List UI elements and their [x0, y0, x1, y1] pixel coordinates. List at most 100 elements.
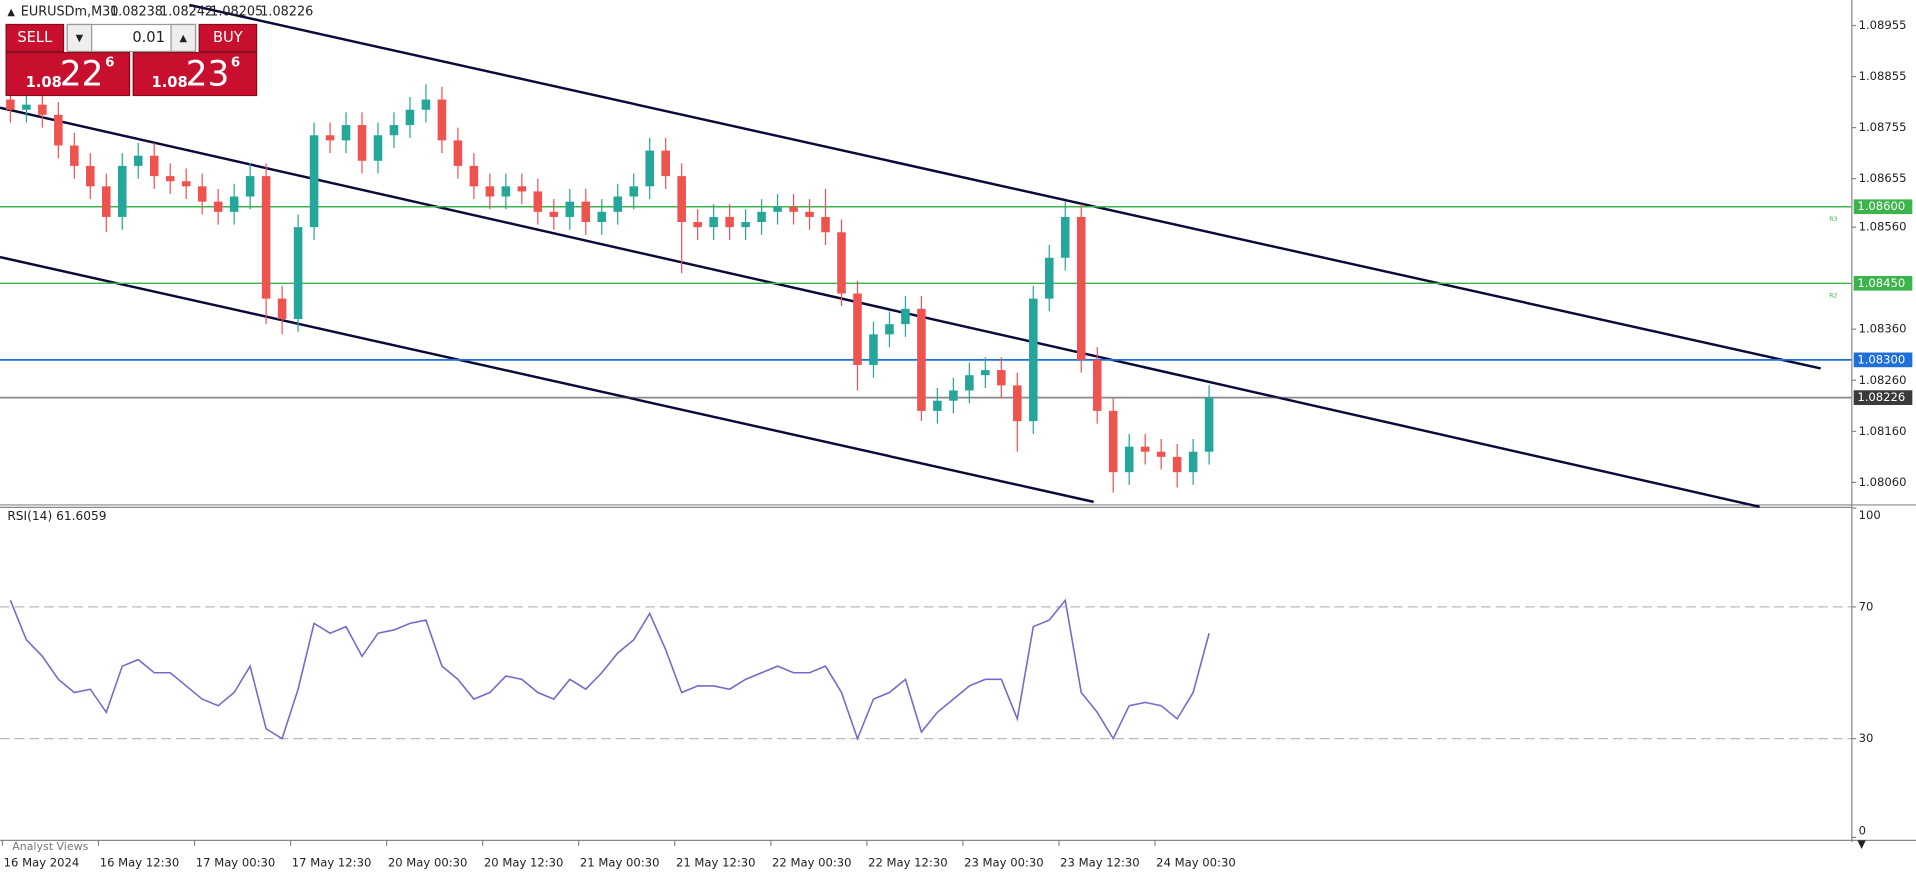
candle-body	[741, 222, 750, 228]
candle-body	[389, 125, 399, 136]
candle-body	[1029, 298, 1038, 422]
candle-body	[981, 370, 990, 376]
candle-body	[1092, 359, 1102, 411]
candle-body	[725, 216, 734, 228]
lot-increase[interactable]	[170, 23, 197, 53]
candle-body	[469, 165, 479, 187]
y-tick-label: 1.08360	[1859, 322, 1907, 336]
candle-body	[517, 186, 527, 192]
candle-body	[22, 104, 31, 110]
candle-body	[597, 211, 607, 223]
analyst-views[interactable]: Analyst Views	[12, 840, 88, 853]
level-tag: R3	[1829, 216, 1837, 223]
candle-body	[1124, 446, 1134, 473]
x-tick-label: 16 May 12:30	[100, 855, 180, 869]
candle-body	[341, 125, 351, 141]
candle-body	[773, 206, 782, 212]
buy-button[interactable]	[198, 23, 258, 53]
candle-body	[1188, 451, 1198, 473]
candle-body	[917, 308, 926, 411]
x-tick-label: 23 May 00:30	[964, 855, 1044, 869]
x-tick-label: 22 May 12:30	[868, 855, 948, 869]
scroll-arrow[interactable]: ▼	[1857, 838, 1866, 851]
channel-line	[0, 255, 1094, 504]
level-label: 1.08600	[1857, 199, 1905, 213]
y-tick-label: 0	[1859, 824, 1866, 838]
candle-body	[805, 211, 814, 217]
candle-body	[1172, 456, 1182, 473]
y-tick-label: 1.08560	[1859, 220, 1907, 234]
ask-box[interactable]	[132, 52, 258, 97]
x-tick-label: 20 May 00:30	[388, 855, 468, 869]
sell-label[interactable]: SELL	[17, 29, 53, 46]
rsi-line	[9, 598, 1210, 741]
candle-body	[757, 211, 766, 223]
candle-body	[933, 400, 942, 411]
candle-body	[1045, 257, 1054, 299]
bid-prefix: 1.08	[26, 74, 62, 91]
x-tick-label: 22 May 00:30	[772, 855, 852, 869]
x-tick-label: 16 May 2024	[4, 855, 80, 869]
candle-body	[70, 145, 79, 166]
x-tick-label: 20 May 12:30	[484, 855, 564, 869]
candle-body	[133, 155, 143, 166]
channel-line	[0, 106, 1760, 508]
level-label-box	[1853, 275, 1913, 291]
candle-body	[181, 181, 191, 187]
candle-body	[677, 176, 686, 223]
candle-body	[373, 135, 383, 161]
bid-big: 22	[60, 54, 104, 94]
candle-body	[54, 114, 63, 146]
candle-body	[213, 201, 223, 212]
y-tick-label: 100	[1859, 508, 1881, 522]
collapse-arrow[interactable]: ▲	[7, 7, 15, 18]
candle-body	[309, 135, 319, 228]
candle-body	[117, 165, 127, 217]
candle-body	[1076, 216, 1086, 360]
candle-body	[565, 201, 575, 217]
candle-body	[1140, 446, 1150, 452]
bid-box[interactable]	[5, 52, 131, 97]
candle-body	[453, 140, 463, 166]
lot-decrease[interactable]	[66, 23, 93, 53]
y-tick-label: 1.08160	[1859, 424, 1907, 438]
candle-body	[485, 186, 495, 197]
candle-body	[165, 176, 175, 182]
candle-body	[102, 186, 111, 217]
candle-body	[1060, 216, 1070, 258]
candle-body	[197, 186, 207, 202]
level-label-box	[1853, 199, 1913, 215]
candle-body	[901, 308, 910, 325]
trade-panel: SELL ▼ ▲ 0.01 BUY 1.08 22 6 1.08 23 6	[5, 23, 258, 97]
y-tick-label: 70	[1859, 599, 1874, 613]
ohlc-high: 1.08242	[160, 5, 213, 20]
lot-increase-icon[interactable]: ▲	[180, 33, 188, 44]
candle-body	[229, 196, 239, 212]
x-tick-label: 24 May 00:30	[1156, 855, 1236, 869]
lot-value[interactable]: 0.01	[132, 29, 165, 46]
symbol: EURUSDm,M30	[21, 5, 119, 20]
candle-body	[789, 206, 798, 212]
candle-body	[533, 191, 543, 212]
candle-body	[645, 150, 654, 187]
ask-prefix: 1.08	[152, 74, 188, 91]
x-tick-label: 17 May 12:30	[292, 855, 372, 869]
candle-body	[261, 176, 271, 299]
candle-body	[1013, 385, 1022, 422]
x-tick-label: 21 May 00:30	[580, 855, 660, 869]
sell-button[interactable]	[5, 23, 65, 53]
candle-body	[501, 186, 511, 197]
lot-decrease-icon[interactable]: ▼	[76, 33, 84, 44]
level-label: 1.08300	[1857, 352, 1905, 366]
buy-label[interactable]: BUY	[213, 29, 243, 46]
candle-body	[86, 165, 95, 187]
candle-body	[325, 135, 335, 141]
level-label-box	[1853, 390, 1913, 405]
ohlc-open: 1.08238	[110, 5, 163, 20]
candle-body	[405, 109, 415, 126]
ohlc-low: 1.08205	[210, 5, 263, 20]
candle-body	[421, 99, 431, 110]
y-tick-label: 1.08260	[1859, 373, 1907, 387]
level-tag: R2	[1829, 293, 1837, 300]
